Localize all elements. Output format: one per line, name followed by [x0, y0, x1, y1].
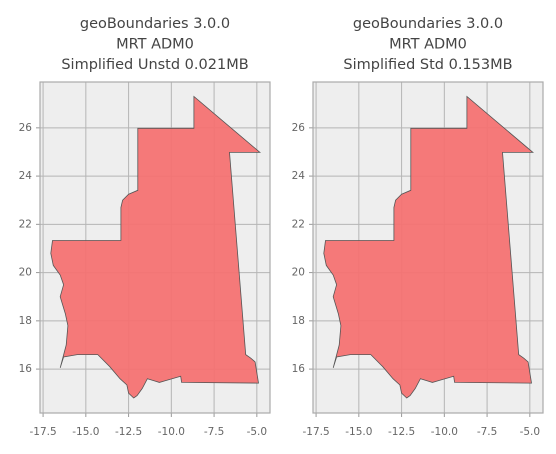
x-tick-label: -17.5	[302, 426, 329, 438]
y-tick-label: 22	[292, 218, 305, 230]
chart-title: MRT ADM0	[116, 37, 194, 53]
chart-title: Simplified Unstd 0.021MB	[61, 57, 248, 73]
y-tick-label: 18	[19, 315, 32, 327]
country-shape	[50, 95, 261, 399]
y-tick-label: 24	[19, 170, 33, 182]
chart-title: MRT ADM0	[389, 37, 467, 53]
x-tick-label: -5.0	[247, 426, 268, 438]
y-tick-label: 20	[292, 267, 305, 279]
y-tick-label: 20	[19, 267, 32, 279]
x-tick-label: -15.0	[72, 426, 99, 438]
x-tick-label: -12.5	[388, 426, 415, 438]
x-tick-label: -10.0	[158, 426, 185, 438]
plot-frame	[312, 81, 544, 414]
y-tick-label: 16	[292, 363, 306, 375]
x-tick-label: -7.5	[204, 426, 225, 438]
x-tick-label: -15.0	[345, 426, 372, 438]
x-tick-label: -7.5	[477, 426, 498, 438]
plot-frame	[39, 81, 271, 414]
x-tick-label: -17.5	[29, 426, 56, 438]
x-tick-label: -10.0	[431, 426, 458, 438]
chart-title: Simplified Std 0.153MB	[343, 57, 512, 73]
x-tick-label: -5.0	[520, 426, 541, 438]
y-tick-label: 24	[292, 170, 306, 182]
chart-title: geoBoundaries 3.0.0	[80, 16, 230, 32]
y-tick-label: 26	[19, 122, 33, 134]
country-shape	[323, 95, 534, 399]
chart-title: geoBoundaries 3.0.0	[353, 16, 503, 32]
y-tick-label: 18	[292, 315, 305, 327]
y-tick-label: 16	[19, 363, 33, 375]
x-tick-label: -12.5	[115, 426, 142, 438]
y-tick-label: 26	[292, 122, 306, 134]
y-tick-label: 22	[19, 218, 32, 230]
